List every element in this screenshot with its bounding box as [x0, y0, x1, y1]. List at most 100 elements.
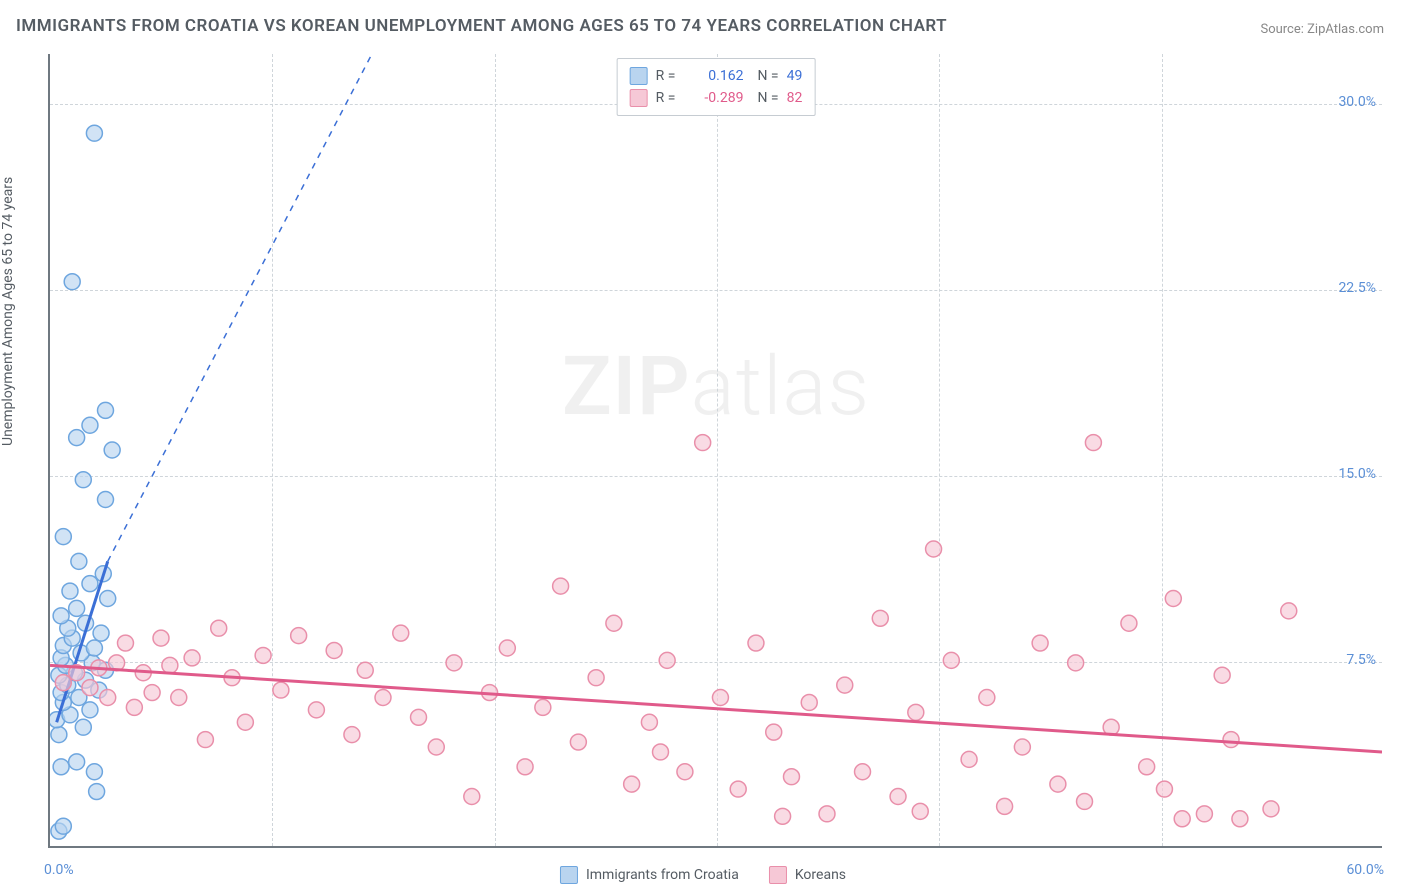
data-point-croatia [75, 719, 91, 735]
data-point-koreans [1068, 655, 1084, 671]
legend-r-label: R = [656, 87, 676, 109]
data-point-croatia [86, 764, 102, 780]
y-tick-label: 22.5% [1338, 280, 1376, 296]
legend-row-koreans: R = -0.289 N = 82 [630, 87, 803, 109]
data-point-koreans [117, 635, 133, 651]
scatter-svg [50, 54, 1382, 846]
data-point-koreans [1223, 732, 1239, 748]
data-point-croatia [75, 472, 91, 488]
data-point-koreans [712, 690, 728, 706]
data-point-koreans [553, 578, 569, 594]
data-point-koreans [184, 650, 200, 666]
data-point-koreans [979, 690, 995, 706]
data-point-koreans [748, 635, 764, 651]
data-point-koreans [1139, 759, 1155, 775]
legend-n-value-koreans: 82 [787, 87, 803, 109]
data-point-croatia [64, 274, 80, 290]
data-point-croatia [86, 125, 102, 141]
data-point-koreans [211, 620, 227, 636]
y-tick-label: 7.5% [1346, 652, 1376, 668]
data-point-koreans [162, 657, 178, 673]
data-point-koreans [171, 690, 187, 706]
data-point-koreans [499, 640, 515, 656]
legend-row-croatia: R = 0.162 N = 49 [630, 65, 803, 87]
data-point-koreans [908, 704, 924, 720]
data-point-croatia [53, 759, 69, 775]
legend-r-label: R = [656, 65, 676, 87]
data-point-croatia [69, 754, 85, 770]
data-point-koreans [82, 680, 98, 696]
series-legend-item-croatia: Immigrants from Croatia [560, 866, 739, 884]
y-tick-label: 15.0% [1338, 466, 1376, 482]
data-point-koreans [872, 610, 888, 626]
data-point-croatia [93, 625, 109, 641]
series-legend-item-koreans: Koreans [769, 866, 846, 884]
data-point-koreans [783, 769, 799, 785]
series-swatch-croatia [560, 866, 578, 884]
data-point-croatia [82, 417, 98, 433]
data-point-koreans [197, 732, 213, 748]
data-point-koreans [606, 615, 622, 631]
legend-r-value-koreans: -0.289 [683, 87, 743, 109]
data-point-koreans [1263, 801, 1279, 817]
data-point-koreans [997, 798, 1013, 814]
data-point-koreans [570, 734, 586, 750]
data-point-koreans [357, 662, 373, 678]
data-point-koreans [912, 803, 928, 819]
data-point-koreans [653, 744, 669, 760]
data-point-koreans [1214, 667, 1230, 683]
data-point-koreans [100, 690, 116, 706]
data-point-koreans [624, 776, 640, 792]
data-point-croatia [86, 640, 102, 656]
data-point-koreans [1032, 635, 1048, 651]
data-point-croatia [53, 608, 69, 624]
data-point-koreans [819, 806, 835, 822]
data-point-koreans [1077, 793, 1093, 809]
data-point-croatia [82, 702, 98, 718]
data-point-koreans [588, 670, 604, 686]
data-point-koreans [291, 628, 307, 644]
chart-title: IMMIGRANTS FROM CROATIA VS KOREAN UNEMPL… [16, 16, 947, 36]
data-point-koreans [344, 727, 360, 743]
x-tick-min: 0.0% [44, 862, 74, 878]
data-point-croatia [62, 583, 78, 599]
data-point-koreans [1174, 811, 1190, 827]
y-tick-label: 30.0% [1338, 94, 1376, 110]
data-point-croatia [69, 600, 85, 616]
series-legend: Immigrants from Croatia Koreans [560, 866, 846, 884]
data-point-koreans [641, 714, 657, 730]
plot-area: ZIPatlas R =0.162N =49R =-0.289N =82 7.5… [48, 54, 1382, 848]
data-point-koreans [801, 694, 817, 710]
data-point-croatia [104, 442, 120, 458]
data-point-koreans [1121, 615, 1137, 631]
data-point-koreans [1165, 591, 1181, 607]
data-point-koreans [144, 685, 160, 701]
data-point-koreans [428, 739, 444, 755]
source-label: Source: ZipAtlas.com [1260, 22, 1384, 37]
data-point-koreans [775, 808, 791, 824]
data-point-koreans [393, 625, 409, 641]
data-point-croatia [82, 576, 98, 592]
data-point-koreans [695, 435, 711, 451]
data-point-koreans [1281, 603, 1297, 619]
data-point-koreans [1014, 739, 1030, 755]
data-point-koreans [517, 759, 533, 775]
trend-line-koreans [50, 665, 1382, 752]
legend-swatch-croatia [630, 67, 648, 85]
data-point-koreans [1232, 811, 1248, 827]
data-point-koreans [237, 714, 253, 730]
data-point-croatia [98, 492, 114, 508]
data-point-koreans [308, 702, 324, 718]
data-point-koreans [446, 655, 462, 671]
data-point-croatia [100, 591, 116, 607]
data-point-koreans [126, 699, 142, 715]
data-point-koreans [961, 751, 977, 767]
data-point-koreans [1085, 435, 1101, 451]
legend-n-value-croatia: 49 [787, 65, 803, 87]
data-point-koreans [890, 789, 906, 805]
series-label-croatia: Immigrants from Croatia [586, 867, 739, 883]
legend-n-label: N = [757, 87, 778, 109]
legend-n-label: N = [757, 65, 778, 87]
legend-r-value-croatia: 0.162 [683, 65, 743, 87]
data-point-koreans [855, 764, 871, 780]
